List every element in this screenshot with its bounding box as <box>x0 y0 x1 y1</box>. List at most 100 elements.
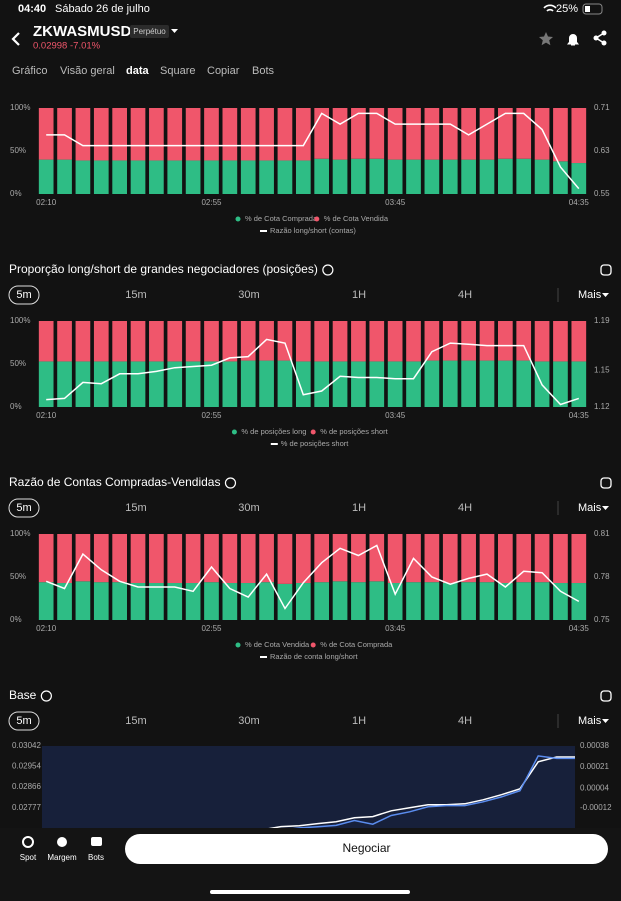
bar-segment <box>314 582 330 620</box>
bar-segment <box>553 161 568 194</box>
nav-label[interactable]: Spot <box>20 853 37 862</box>
interval[interactable]: 1H <box>352 289 366 301</box>
bar-segment <box>57 321 72 362</box>
bar-segment <box>369 108 385 159</box>
bar-segment <box>57 159 72 194</box>
legend-label: % de posições short <box>281 439 349 448</box>
more[interactable]: Mais <box>578 715 602 727</box>
bar-segment <box>332 534 348 582</box>
y2-tick-label: 1.15 <box>594 365 610 374</box>
bar-segment <box>38 159 54 194</box>
bar-segment <box>259 534 274 583</box>
info-icon[interactable] <box>40 690 52 702</box>
interval[interactable]: 30m <box>238 715 259 727</box>
tab[interactable]: Visão geral <box>60 65 115 77</box>
bar-segment <box>351 321 366 362</box>
bar-segment <box>57 534 72 584</box>
section: Proporção long/short de grandes negociad… <box>8 262 612 448</box>
bar-segment <box>332 321 348 362</box>
y2-tick-label: 0.78 <box>594 572 610 581</box>
interval[interactable]: 15m <box>125 715 146 727</box>
interval[interactable]: 4H <box>458 289 472 301</box>
y-tick-label: 100% <box>10 529 30 538</box>
bar-segment <box>259 360 274 407</box>
back-button[interactable] <box>11 32 20 46</box>
open-icon[interactable] <box>600 477 612 489</box>
bar-segment <box>185 160 201 194</box>
nav-label[interactable]: Margem <box>47 853 77 862</box>
open-icon[interactable] <box>600 690 612 702</box>
interval[interactable]: 5m <box>16 502 31 514</box>
bar-segment <box>277 534 293 584</box>
bar-segment <box>185 108 201 161</box>
interval[interactable]: 30m <box>238 502 259 514</box>
bar-segment <box>167 108 183 161</box>
bar-segment <box>461 582 476 620</box>
bar-segment <box>369 534 385 582</box>
tab[interactable]: Gráfico <box>12 65 47 77</box>
bar-segment <box>534 582 550 620</box>
open-icon[interactable] <box>600 264 612 276</box>
more[interactable]: Mais <box>578 502 602 514</box>
bar-segment <box>461 108 476 160</box>
interval[interactable]: 5m <box>16 289 31 301</box>
bar-segment <box>406 361 421 407</box>
tab[interactable]: data <box>126 65 150 77</box>
y-tick-label: 0.02954 <box>12 762 41 771</box>
info-icon[interactable] <box>322 264 334 276</box>
bar-segment <box>204 160 219 194</box>
bar-segment <box>442 321 458 361</box>
x-tick-label: 03:45 <box>385 198 406 207</box>
bar-segment <box>424 159 440 194</box>
bar-segment <box>406 321 421 362</box>
y2-tick-label: -0.00012 <box>580 803 612 812</box>
bar-segment <box>571 321 587 362</box>
bar-segment <box>553 361 568 407</box>
bar-segment <box>442 108 458 160</box>
legend-label: % de posições short <box>320 427 388 436</box>
legend-swatch <box>235 642 241 648</box>
bar-segment <box>461 159 476 194</box>
tab[interactable]: Bots <box>252 65 275 77</box>
bar-segment <box>240 583 256 620</box>
bar-segment <box>534 159 550 194</box>
y-tick-label: 0.02866 <box>12 782 41 791</box>
x-tick-label: 02:10 <box>36 411 57 420</box>
bar-segment <box>461 534 476 583</box>
bar-segment <box>498 108 513 159</box>
y2-tick-label: 0.55 <box>594 189 610 198</box>
interval[interactable]: 4H <box>458 502 472 514</box>
interval[interactable]: 4H <box>458 715 472 727</box>
bar-segment <box>259 582 274 620</box>
more[interactable]: Mais <box>578 289 602 301</box>
info-icon[interactable] <box>224 477 237 489</box>
bar-segment <box>387 321 403 362</box>
bar-segment <box>553 583 568 620</box>
interval[interactable]: 30m <box>238 289 259 301</box>
interval[interactable]: 15m <box>125 289 146 301</box>
tab[interactable]: Square <box>160 65 195 77</box>
nav-label[interactable]: Bots <box>88 853 104 862</box>
interval[interactable]: 1H <box>352 715 366 727</box>
bar-segment <box>369 581 385 620</box>
bar-segment <box>75 321 91 362</box>
bar-segment <box>149 583 164 620</box>
badge: Perpétuo <box>133 27 166 36</box>
trade-button[interactable] <box>125 834 608 864</box>
interval[interactable]: 1H <box>352 502 366 514</box>
alert-button[interactable] <box>567 34 579 46</box>
interval[interactable]: 5m <box>16 715 31 727</box>
date: Sábado 26 de julho <box>55 3 150 15</box>
bar-segment <box>461 321 476 361</box>
bar-segment <box>424 582 440 620</box>
price: 0.02998 <box>33 41 67 52</box>
bar-segment <box>112 160 127 194</box>
favorite-button[interactable] <box>539 32 553 46</box>
y-tick-label: 50% <box>10 146 26 155</box>
interval[interactable]: 15m <box>125 502 146 514</box>
tab[interactable]: Copiar <box>207 65 240 77</box>
symbol-dropdown[interactable] <box>171 29 178 33</box>
bar-segment <box>167 321 183 362</box>
bar-segment <box>38 582 54 620</box>
battery-text: 25% <box>556 3 578 15</box>
